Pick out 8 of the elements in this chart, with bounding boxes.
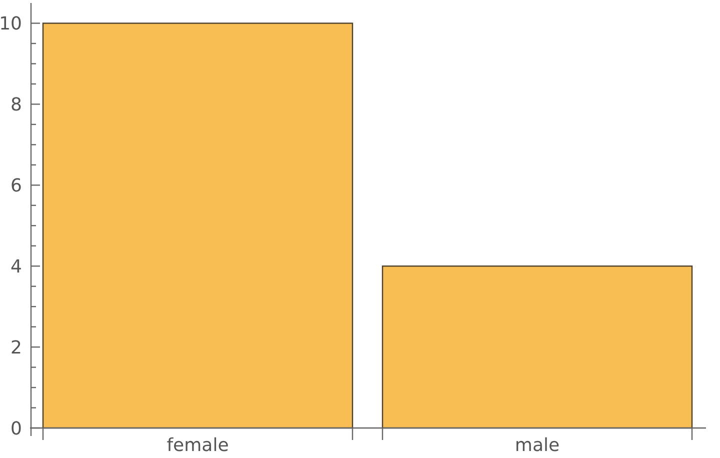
y-tick-label: 4 — [10, 256, 22, 278]
y-tick-label: 2 — [10, 338, 22, 359]
y-tick-label: 0 — [10, 418, 22, 440]
x-tick-label: male — [514, 435, 560, 456]
x-tick-label: female — [166, 435, 229, 456]
y-tick-label: 10 — [0, 14, 22, 35]
y-tick-label: 6 — [10, 176, 22, 197]
y-tick-label: 8 — [10, 94, 22, 116]
